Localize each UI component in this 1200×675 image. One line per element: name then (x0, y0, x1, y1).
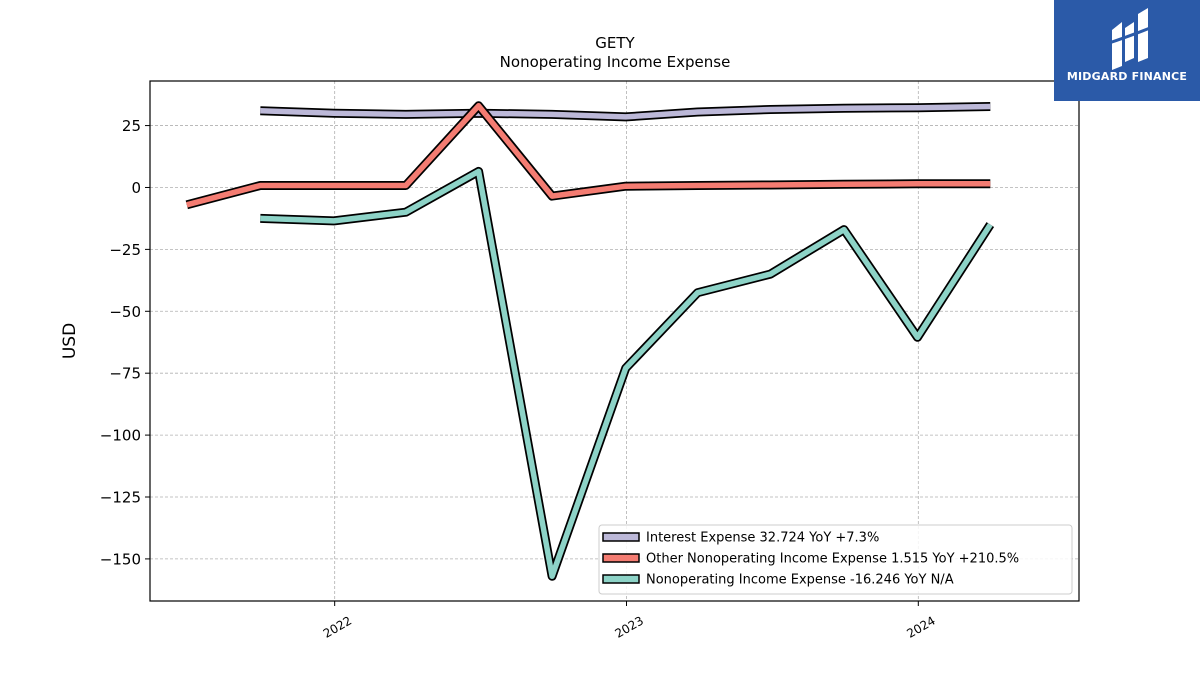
legend: Interest Expense 32.724 YoY +7.3% Other N… (598, 524, 1073, 595)
chart-subtitle: Nonoperating Income Expense (500, 53, 731, 71)
x-tick-label: 2022 (321, 613, 354, 640)
y-tick-label: −100 (100, 427, 141, 445)
y-tick-label: −75 (109, 365, 141, 383)
y-axis-label: USD (60, 323, 80, 359)
grid (150, 81, 1079, 601)
legend-label: Nonoperating Income Expense -16.246 YoY … (646, 573, 954, 588)
logo-mark-icon (1105, 8, 1151, 70)
series-lines (185, 101, 995, 581)
chart-title: GETY (595, 34, 635, 52)
y-tick-label: −50 (109, 303, 141, 321)
legend-swatch (602, 532, 640, 542)
x-tick-label: 2024 (904, 613, 937, 640)
legend-box (598, 524, 1073, 595)
y-tick-label: 25 (122, 117, 141, 135)
y-ticks: 25 0 −25 −50 −75 −100 −125 −150 (100, 117, 150, 568)
legend-label: Other Nonoperating Income Expense 1.515 … (646, 552, 1019, 567)
x-tick-label: 2023 (613, 613, 646, 640)
y-tick-label: −125 (100, 489, 141, 507)
series-3-line (260, 168, 993, 579)
series-2-line (186, 103, 991, 208)
brand-logo: MIDGARD FINANCE (1054, 0, 1200, 101)
y-tick-label: 0 (131, 179, 141, 197)
x-ticks: 2022 2023 2024 (321, 601, 938, 641)
legend-swatch (602, 574, 640, 584)
y-tick-label: −150 (100, 550, 141, 568)
legend-label: Interest Expense 32.724 YoY +7.3% (646, 531, 879, 546)
plot-frame (149, 80, 1080, 602)
series-1-line (260, 103, 991, 120)
logo-text: MIDGARD FINANCE (1066, 70, 1188, 83)
legend-swatch (602, 553, 640, 563)
y-tick-label: −25 (109, 241, 141, 259)
